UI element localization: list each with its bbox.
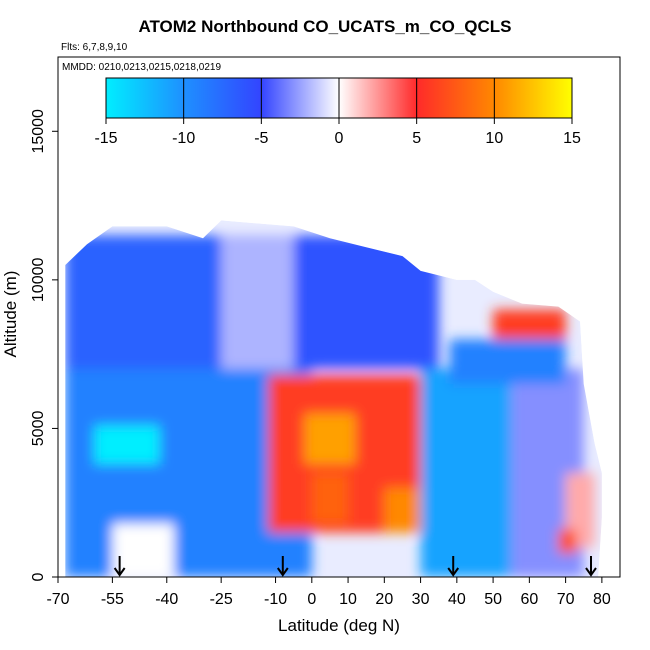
data-regions	[65, 235, 595, 577]
marker-arrow-head	[585, 567, 597, 577]
data-region	[311, 473, 349, 524]
x-tick-label: -25	[210, 591, 233, 608]
colorbar-tick-label: 10	[485, 130, 503, 147]
x-axis-label: Latitude (deg N)	[278, 616, 400, 635]
x-tick-label: -10	[264, 591, 287, 608]
x-tick-label: 50	[484, 591, 502, 608]
data-region	[304, 413, 356, 465]
x-tick-label: 10	[339, 591, 357, 608]
x-tick-label: 20	[375, 591, 393, 608]
x-tick-label: 0	[307, 591, 316, 608]
data-region	[384, 487, 421, 533]
colorbar: -15 -10 -5 0 5 10 15	[94, 77, 581, 147]
x-tick-label: -55	[101, 591, 124, 608]
x-tick-label: 30	[412, 591, 430, 608]
y-tick-label: 15000	[30, 109, 47, 154]
data-region	[558, 529, 577, 554]
y-tick-label: 10000	[30, 258, 47, 303]
x-tick-label: -70	[46, 591, 69, 608]
marker-arrow-head	[447, 567, 460, 577]
colorbar-tick-label: 0	[335, 130, 344, 147]
x-tick-label: 40	[448, 591, 466, 608]
colorbar-tick-label: -15	[94, 130, 117, 147]
data-region	[420, 369, 512, 577]
data-clip-group	[65, 220, 602, 577]
data-region	[493, 309, 566, 340]
data-region	[221, 235, 294, 369]
y-tick-label: 0	[30, 572, 47, 581]
dates-label: MMDD: 0210,0213,0215,0218,0219	[62, 62, 222, 73]
colorbar-tick-label: 5	[412, 130, 421, 147]
axes: -70 -55 -40 -25 -10 0 10 20 30 40 50 60 70 8005000100…	[30, 109, 611, 608]
marker-arrow-head	[276, 567, 289, 577]
marker-arrow-head	[113, 567, 126, 577]
latitude-markers	[113, 556, 597, 577]
x-tick-label: -40	[155, 591, 178, 608]
data-region	[65, 235, 222, 369]
colorbar-tick-label: 15	[563, 130, 581, 147]
plot-frame	[57, 56, 621, 578]
y-axis-label: Altitude (m)	[1, 271, 20, 358]
data-layer	[65, 220, 602, 577]
data-region	[449, 339, 566, 384]
data-region	[94, 425, 160, 465]
x-tick-label: 70	[557, 591, 575, 608]
y-tick-label: 5000	[30, 411, 47, 447]
data-region	[293, 235, 439, 369]
x-tick-label: 80	[593, 591, 611, 608]
flights-label: Flts: 6,7,8,9,10	[61, 42, 128, 53]
chart-title: ATOM2 Northbound CO_UCATS_m_CO_QCLS	[138, 17, 512, 36]
plot-border	[57, 56, 621, 578]
x-tick-label: 60	[520, 591, 538, 608]
colorbar-tick-label: -5	[254, 130, 268, 147]
colorbar-tick-label: -10	[172, 130, 195, 147]
data-region	[112, 523, 175, 577]
